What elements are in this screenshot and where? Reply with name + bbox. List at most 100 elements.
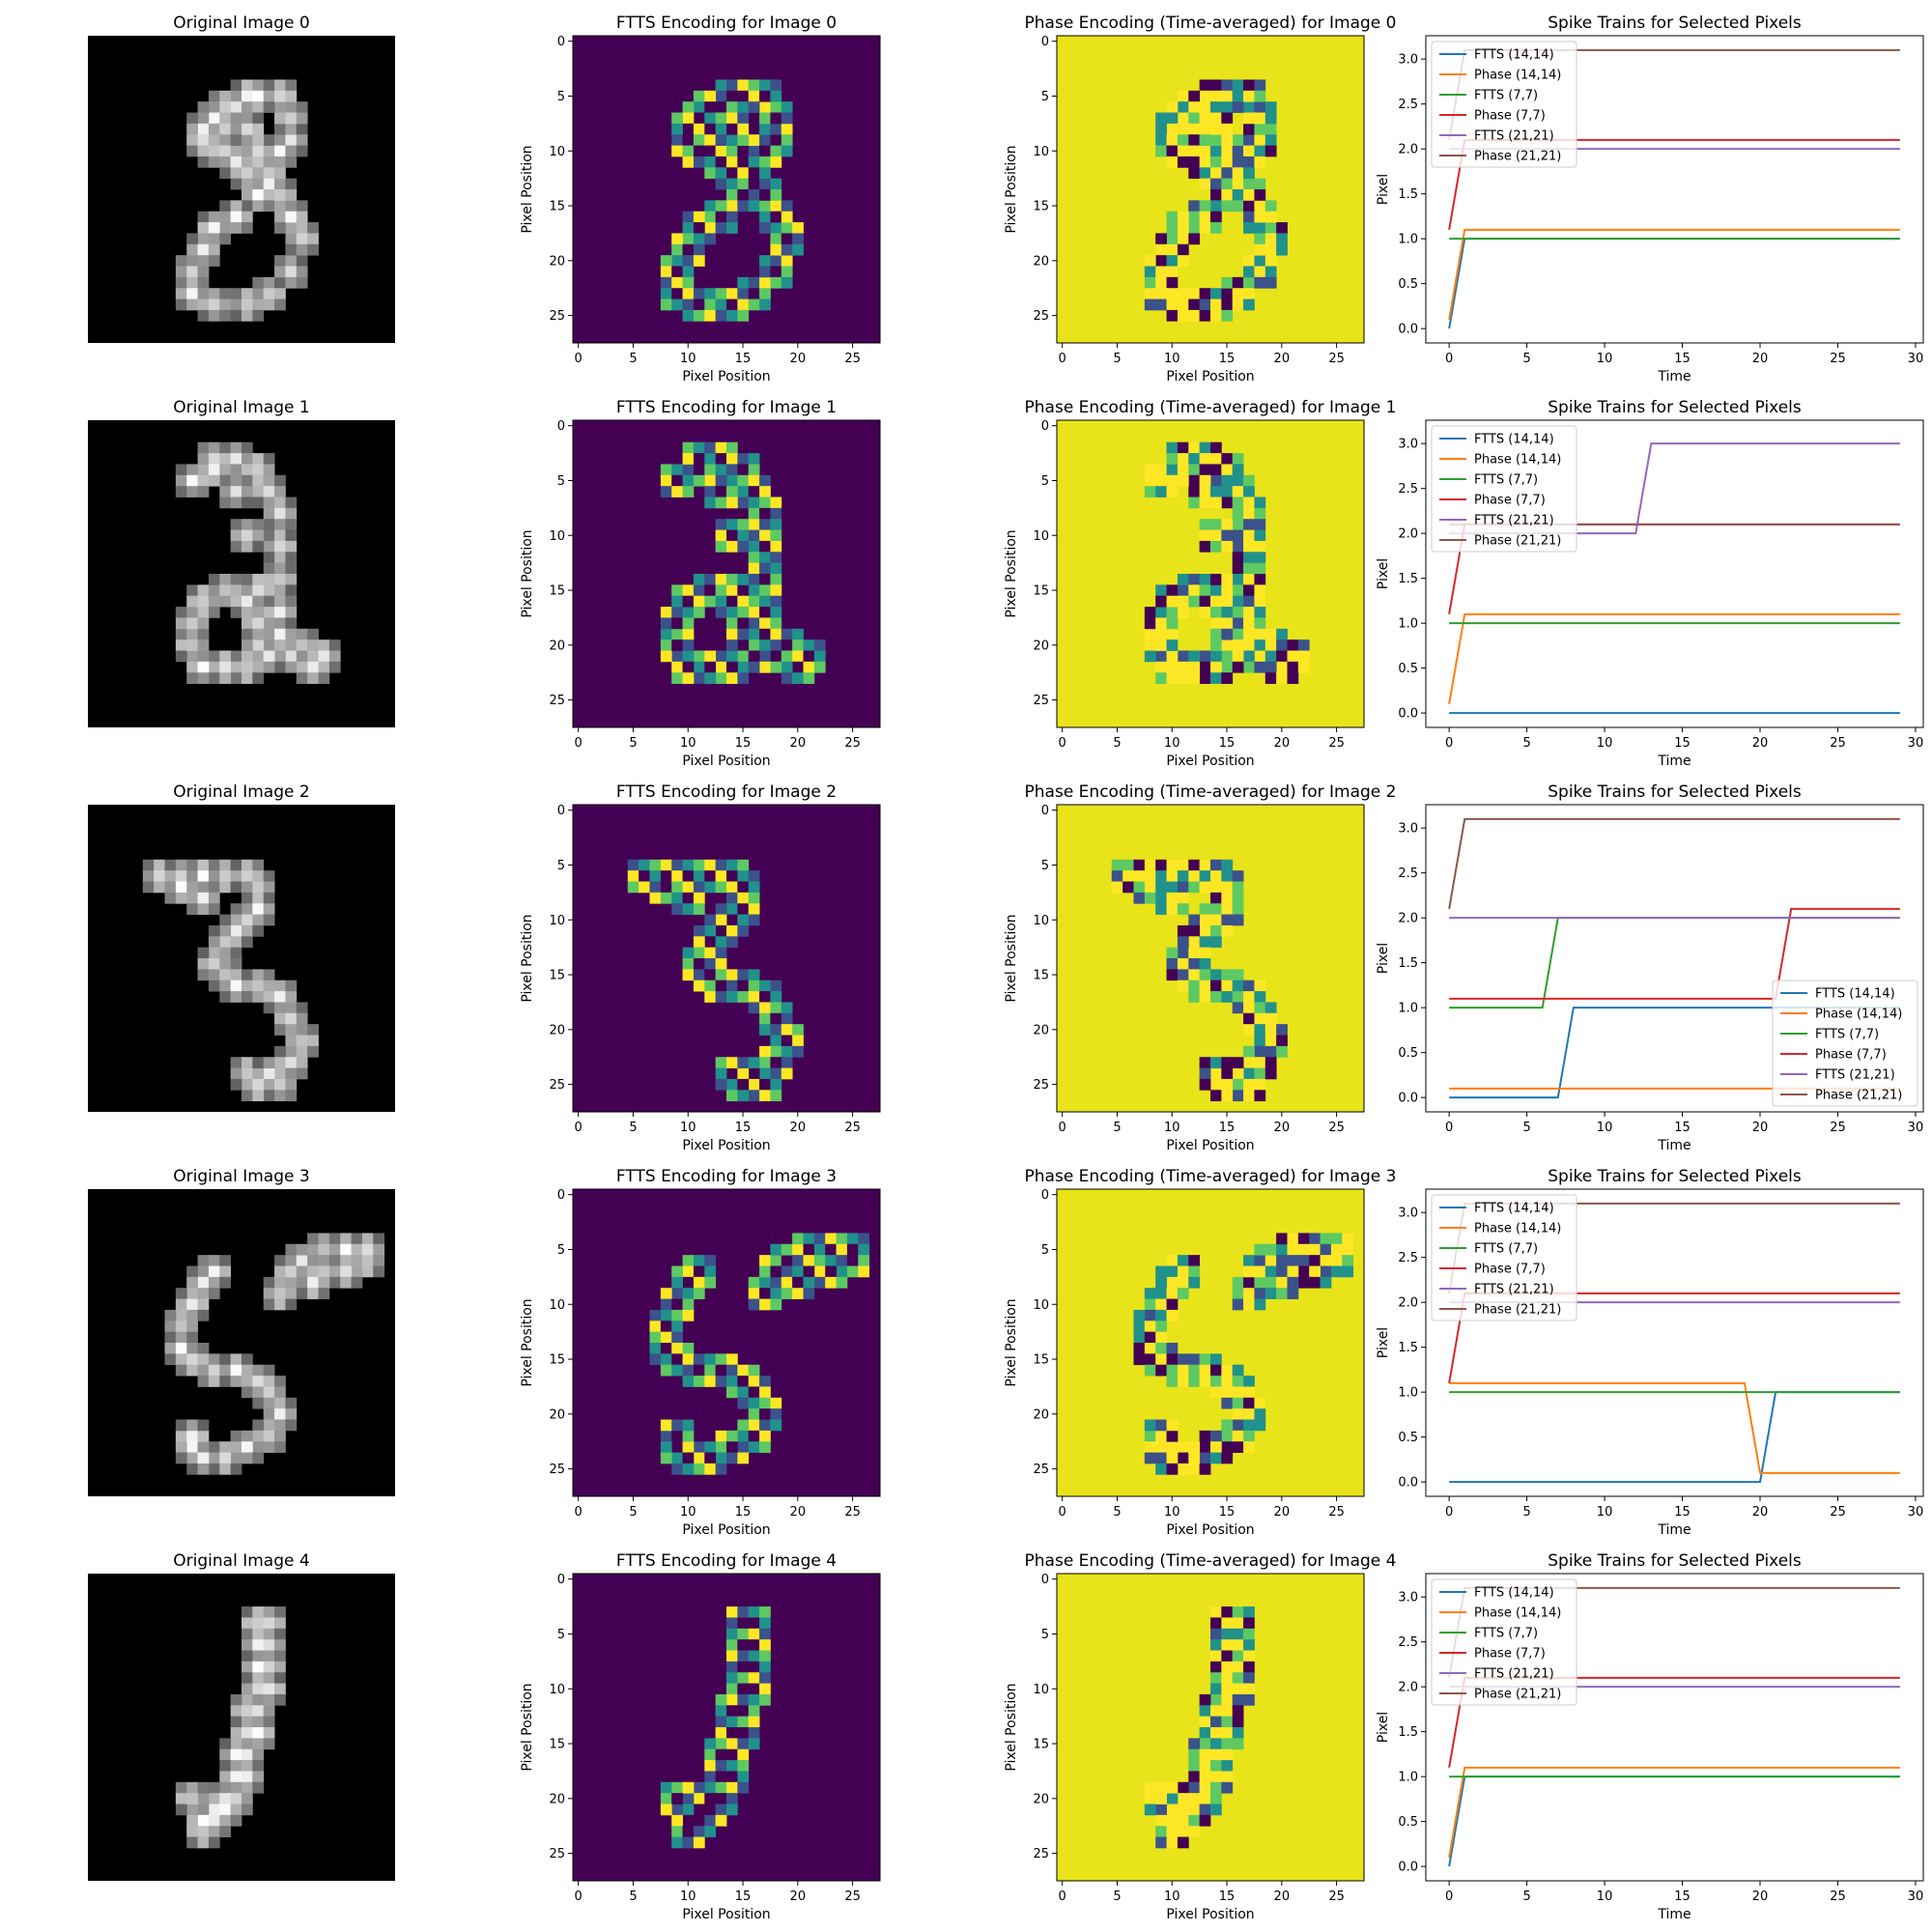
heatmap-cell xyxy=(770,1397,782,1409)
pixel xyxy=(230,123,242,135)
heatmap-cell xyxy=(770,607,782,618)
heatmap-cell xyxy=(1210,309,1222,322)
heatmap-cell xyxy=(1276,1035,1288,1047)
heatmap-cell xyxy=(1243,1606,1255,1618)
heatmap-cell xyxy=(704,1793,717,1804)
y-tick-label: 0 xyxy=(557,1573,565,1587)
heatmap-cell xyxy=(1144,474,1156,487)
pixel xyxy=(197,969,210,981)
heatmap-cell xyxy=(1232,584,1244,597)
pixel xyxy=(296,200,308,213)
heatmap-cell xyxy=(1144,892,1156,904)
y-tick-label: 5 xyxy=(557,1628,565,1642)
heatmap-cell xyxy=(1155,1276,1167,1289)
heatmap-cell xyxy=(1199,870,1211,882)
pixel xyxy=(219,145,232,157)
pixel xyxy=(208,1288,220,1299)
pixel xyxy=(197,156,210,168)
heatmap-cell xyxy=(1221,574,1234,585)
heatmap-cell xyxy=(781,1002,793,1014)
heatmap-cell xyxy=(1264,145,1277,157)
heatmap-cell xyxy=(1232,1364,1244,1377)
heatmap-cell xyxy=(1276,1265,1288,1278)
heatmap-cell xyxy=(1232,980,1244,992)
pixel xyxy=(242,1760,253,1772)
heatmap-cell xyxy=(682,266,695,278)
pixel xyxy=(263,145,275,157)
pixel xyxy=(307,233,319,245)
heatmap-cell xyxy=(715,1067,727,1080)
heatmap-cell xyxy=(660,486,672,497)
pixel xyxy=(285,617,298,630)
heatmap-cell xyxy=(1254,650,1266,663)
heatmap-cell xyxy=(737,980,750,992)
pixel xyxy=(252,1693,265,1706)
heatmap-cell xyxy=(1210,189,1222,201)
heatmap-cell xyxy=(1166,255,1179,267)
x-tick-label: 25 xyxy=(844,736,861,751)
heatmap-cell xyxy=(639,870,650,882)
pixel xyxy=(351,1243,363,1256)
pixel xyxy=(285,562,298,575)
pixel xyxy=(252,1628,265,1640)
heatmap-cell xyxy=(759,991,771,1003)
pixel xyxy=(230,1804,242,1816)
heatmap-cell xyxy=(671,1419,683,1432)
y-tick-label: 20 xyxy=(1033,1407,1049,1422)
pixel xyxy=(208,1793,220,1804)
heatmap-cell xyxy=(726,1078,738,1091)
pixel xyxy=(242,1738,253,1750)
heatmap-cell xyxy=(759,1090,771,1102)
pixel xyxy=(175,474,187,487)
heatmap-cell xyxy=(1243,1067,1255,1080)
heatmap-cell xyxy=(704,1255,717,1266)
pixel xyxy=(197,1376,210,1387)
heatmap-cell xyxy=(726,298,738,311)
pixel xyxy=(197,222,210,234)
pixel xyxy=(285,134,298,146)
heatmap-cell xyxy=(671,266,683,278)
heatmap-cell xyxy=(1243,607,1255,618)
heatmap-cell xyxy=(682,309,695,322)
heatmap-cell xyxy=(693,1288,705,1299)
heatmap-cell xyxy=(1188,222,1201,234)
heatmap-cell xyxy=(1166,112,1179,125)
pixel xyxy=(274,1661,286,1673)
heatmap-cell xyxy=(1133,1321,1146,1333)
pixel xyxy=(274,617,286,630)
pixel xyxy=(274,1024,286,1036)
heatmap-cell xyxy=(682,1309,695,1321)
heatmap-cell xyxy=(1264,1288,1277,1299)
heatmap-cell xyxy=(660,1331,672,1344)
x-tick-label: 15 xyxy=(1219,1505,1236,1520)
heatmap-cell xyxy=(671,134,683,146)
heatmap-cell xyxy=(1243,1090,1255,1102)
pixel xyxy=(263,1705,275,1718)
heatmap-cell xyxy=(1254,639,1266,651)
pixel xyxy=(197,1452,210,1464)
heatmap-cell xyxy=(1221,1716,1234,1728)
heatmap-cell xyxy=(858,1233,870,1245)
pixel xyxy=(318,1255,330,1266)
heatmap-cell xyxy=(759,552,771,564)
heatmap-cell xyxy=(737,1727,750,1739)
heatmap-cell xyxy=(715,1727,727,1739)
x-tick-label: 5 xyxy=(1113,736,1121,751)
heatmap-cell xyxy=(748,1617,760,1630)
heatmap-cell xyxy=(682,892,695,904)
heatmap-cell xyxy=(1166,639,1179,651)
y-axis-label: Pixel Position xyxy=(520,914,535,1002)
heatmap-cell xyxy=(704,134,717,146)
heatmap-cell xyxy=(1188,233,1201,245)
pixel xyxy=(242,1705,253,1718)
heatmap-cell xyxy=(1232,1738,1244,1750)
heatmap-cell xyxy=(1287,650,1299,663)
heatmap-cell xyxy=(748,1090,760,1102)
heatmap-cell xyxy=(1155,474,1167,487)
heatmap-cell xyxy=(1199,1441,1211,1453)
heatmap-cell xyxy=(660,1321,672,1333)
pixel xyxy=(242,1364,253,1377)
heatmap-cell xyxy=(1199,650,1211,663)
pixel xyxy=(242,288,253,299)
pixel xyxy=(340,1276,352,1289)
